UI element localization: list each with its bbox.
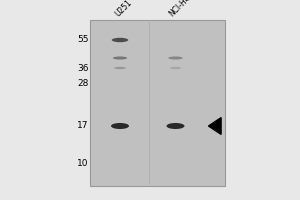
Text: U251: U251 (114, 0, 134, 18)
Text: 55: 55 (77, 36, 88, 45)
Ellipse shape (113, 56, 127, 60)
Ellipse shape (114, 67, 126, 69)
Text: NCI-H460: NCI-H460 (168, 0, 200, 18)
Ellipse shape (112, 38, 128, 42)
Ellipse shape (170, 67, 181, 69)
Polygon shape (208, 118, 221, 134)
Text: 28: 28 (77, 79, 88, 88)
Bar (90, 20, 225, 186)
Ellipse shape (167, 123, 184, 129)
Text: 36: 36 (77, 64, 88, 73)
Text: 17: 17 (77, 121, 88, 130)
Ellipse shape (111, 123, 129, 129)
Text: 10: 10 (77, 160, 88, 168)
Ellipse shape (168, 56, 183, 60)
